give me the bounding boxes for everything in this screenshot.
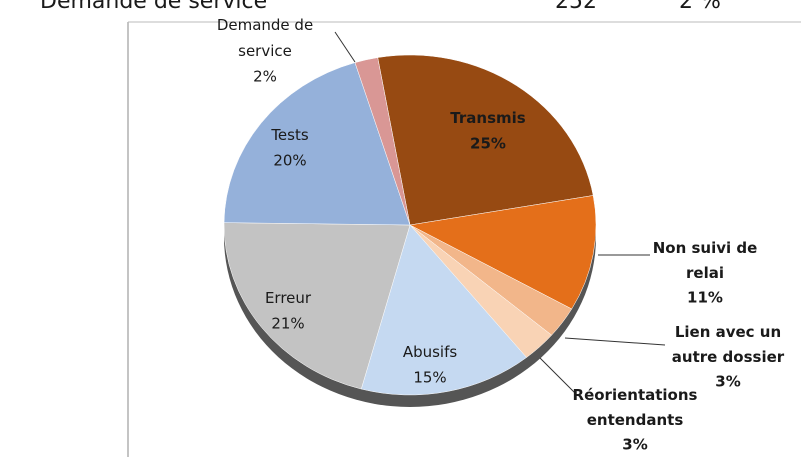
label-line: Lien avec un <box>675 323 781 341</box>
label-line: autre dossier <box>672 348 785 366</box>
value-label: 15% <box>413 369 446 387</box>
value-label: 20% <box>273 152 306 170</box>
label-line: Réorientations <box>573 386 698 404</box>
slice-label: Erreur <box>265 289 312 307</box>
pie-slice <box>409 195 597 310</box>
pie-slice <box>223 222 411 390</box>
label-line: relai <box>686 264 724 282</box>
label-line: Demande de <box>217 16 313 34</box>
value-label: 25% <box>470 135 506 153</box>
slice-label: Transmis <box>450 109 525 127</box>
top-cell: 2 % <box>679 0 721 14</box>
leader-line <box>539 357 576 394</box>
value-label: 3% <box>715 373 740 391</box>
label-line: Tests <box>270 126 309 144</box>
label-line: Non suivi de <box>653 239 758 257</box>
pie-slice <box>377 54 594 226</box>
value-label: 2% <box>253 68 277 86</box>
top-cell: 252 <box>555 0 597 14</box>
leader-line <box>564 337 666 346</box>
label-line: service <box>238 42 292 60</box>
slice-label: Lien avec un autre dossier <box>672 323 785 366</box>
slice-label: Abusifs <box>403 343 458 361</box>
pie-slice <box>223 62 411 226</box>
value-label: 11% <box>687 289 723 307</box>
top-cell: Demande de service <box>40 0 267 14</box>
leader-line <box>334 31 356 63</box>
value-label: 21% <box>271 315 304 333</box>
slice-label: Non suivi de relai <box>653 239 758 282</box>
label-line: Erreur <box>265 289 312 307</box>
value-label: 3% <box>622 436 647 454</box>
pie-slice <box>354 57 411 226</box>
pie-slice <box>360 224 527 396</box>
slice-label: Demande de service <box>217 16 313 60</box>
label-line: Transmis <box>450 109 525 127</box>
label-line: Abusifs <box>403 343 458 361</box>
slice-label: Tests <box>270 126 309 144</box>
label-line: entendants <box>587 411 684 429</box>
slice-label: Réorientations entendants <box>573 386 698 429</box>
